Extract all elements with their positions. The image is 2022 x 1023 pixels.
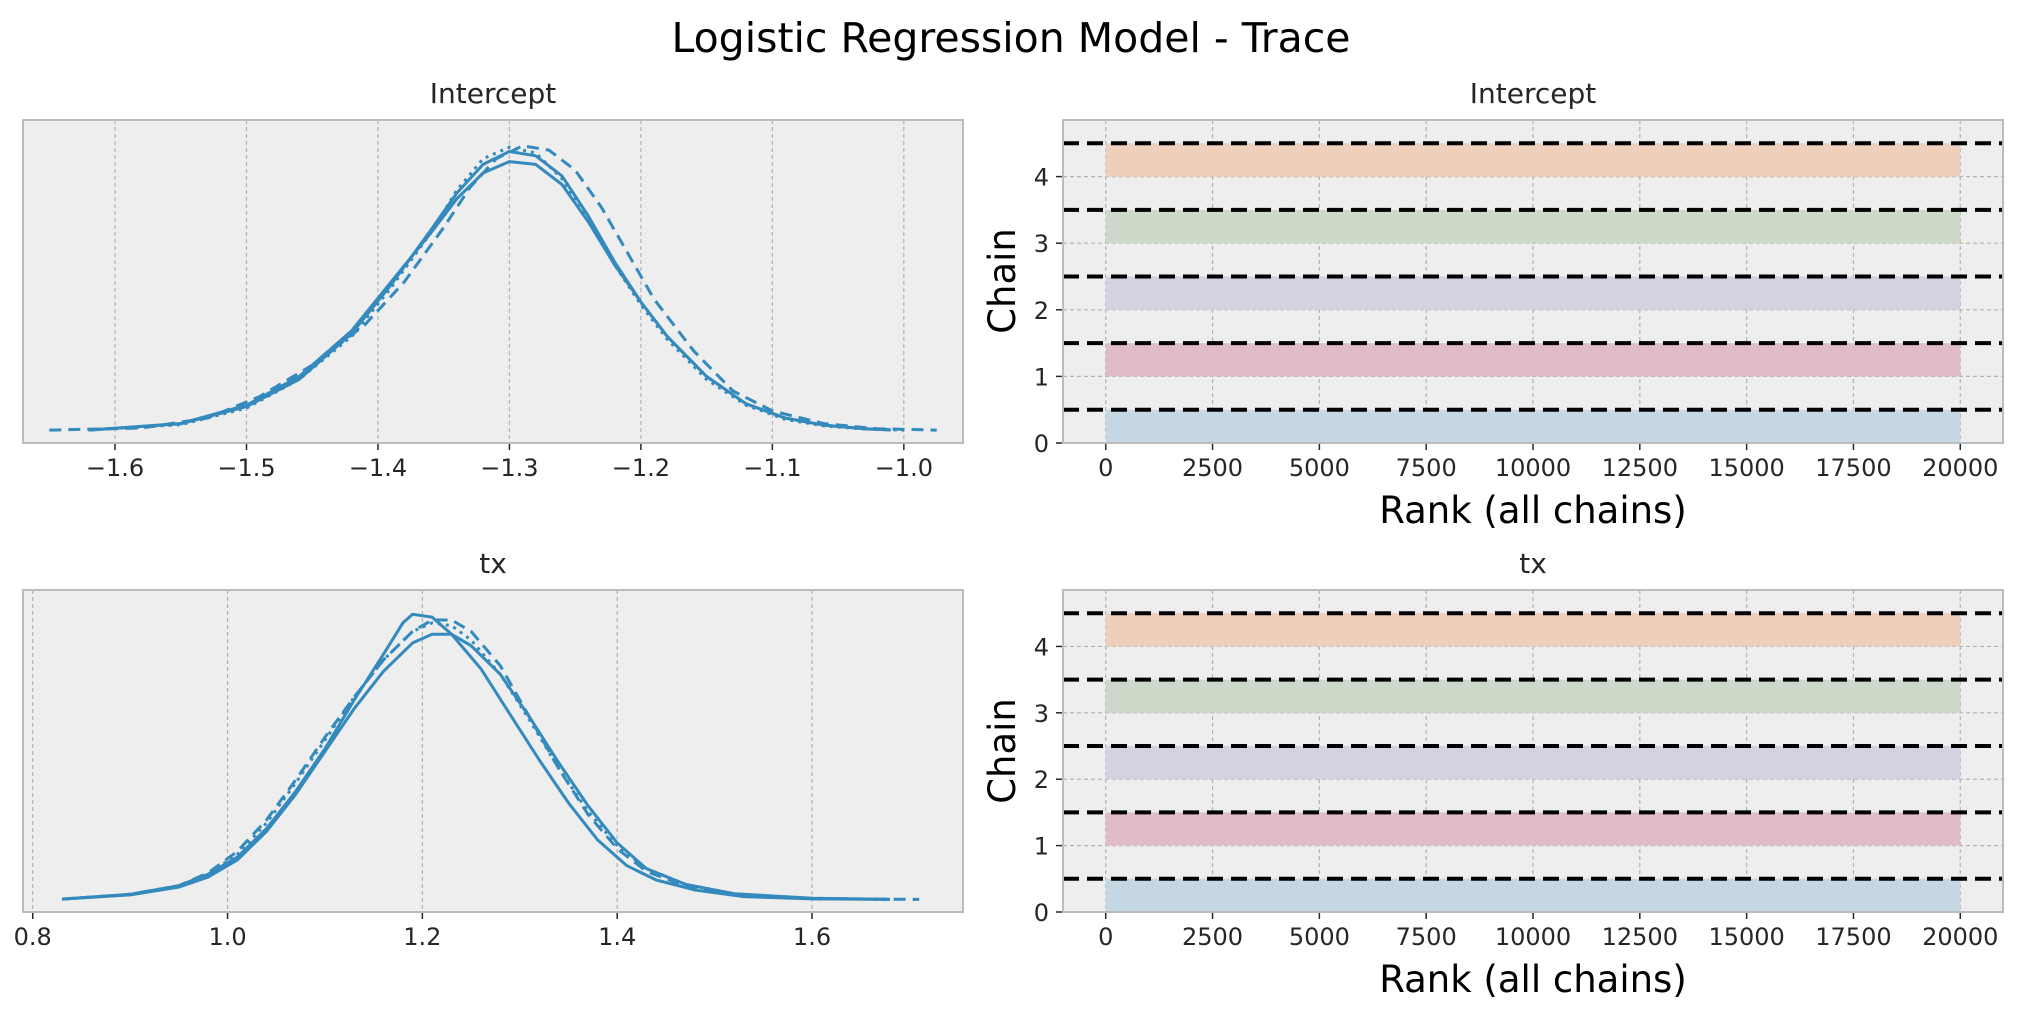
- y-tick-label: 3: [1034, 230, 1049, 258]
- x-tick-label: 1.2: [403, 923, 441, 951]
- x-tick-label: 17500: [1815, 454, 1891, 482]
- x-axis-label: Rank (all chains): [1379, 958, 1687, 1001]
- y-tick-label: 0: [1034, 430, 1049, 458]
- panel-rank-intercept: 0 2500 5000 7500 10000 12500 15000 17500 20000 0 1…: [981, 77, 2004, 532]
- x-tick-label: 10000: [1495, 923, 1571, 951]
- plot-area: [23, 120, 963, 443]
- panel-kde-intercept: −1.6 −1.5 −1.4 −1.3 −1.2 −1.1 −1.0 Intercept: [22, 77, 964, 482]
- x-tick-label: −1.2: [612, 454, 670, 482]
- y-axis-label: Chain: [981, 228, 1024, 334]
- kde-line-dotted-2: [61, 621, 890, 901]
- kde-line-solid-0: [61, 612, 890, 901]
- plot-frame: [1062, 589, 2004, 913]
- x-tick-label: −1.4: [349, 454, 407, 482]
- rank-bar-chain-3: [1105, 679, 1961, 713]
- rank-bar-chain-2: [1105, 276, 1961, 310]
- x-tick-label: 12500: [1602, 454, 1678, 482]
- x-tick-label: 12500: [1602, 923, 1678, 951]
- rank-bar-chain-4: [1105, 613, 1961, 647]
- x-tick-label: 5000: [1289, 923, 1350, 951]
- rank-bar-chain-2: [1105, 746, 1961, 780]
- panel-title: Intercept: [430, 77, 557, 110]
- rank-bar-chain-3: [1105, 209, 1961, 244]
- x-tick-label: 10000: [1495, 454, 1571, 482]
- x-tick-label: −1.0: [875, 454, 933, 482]
- x-tick-label: 1.6: [793, 923, 831, 951]
- figure-title: Logistic Regression Model - Trace: [671, 14, 1350, 62]
- x-tick-label: 1.4: [598, 923, 636, 951]
- panel-kde-tx: 0.8 1.0 1.2 1.4 1.6 tx: [14, 547, 964, 951]
- plot-frame: [1062, 119, 2004, 444]
- x-tick-label: −1.6: [86, 454, 144, 482]
- x-tick-label: 2500: [1182, 454, 1243, 482]
- rank-bar-chain-0: [1105, 409, 1961, 443]
- plot-area: [23, 590, 963, 912]
- plot-frame: [22, 589, 964, 913]
- x-tick-label: 20000: [1922, 923, 1998, 951]
- y-axis-label: Chain: [981, 698, 1024, 804]
- panel-title: tx: [1519, 547, 1547, 580]
- y-tick-label: 2: [1034, 766, 1049, 794]
- panel-title: tx: [479, 547, 507, 580]
- x-tick-label: 0: [1098, 454, 1113, 482]
- y-tick-label: 2: [1034, 297, 1049, 325]
- kde-line-solid-3: [88, 160, 891, 432]
- x-tick-label: 0.8: [14, 923, 52, 951]
- x-tick-label: 5000: [1289, 454, 1350, 482]
- rank-bar-chain-0: [1105, 878, 1961, 912]
- y-tick-label: 1: [1034, 363, 1049, 391]
- kde-line-dashed-1: [49, 144, 937, 432]
- kde-line-dashed-1: [61, 618, 920, 901]
- x-axis-label: Rank (all chains): [1379, 489, 1687, 532]
- y-tick-label: 1: [1034, 833, 1049, 861]
- x-tick-label: 15000: [1708, 454, 1784, 482]
- y-tick-label: 0: [1034, 899, 1049, 927]
- x-tick-label: −1.5: [217, 454, 275, 482]
- rank-bar-chain-1: [1105, 343, 1961, 377]
- x-tick-label: 2500: [1182, 923, 1243, 951]
- x-tick-label: −1.1: [743, 454, 801, 482]
- kde-line-solid-3: [61, 632, 890, 901]
- x-tick-label: 15000: [1708, 923, 1784, 951]
- x-tick-label: 20000: [1922, 454, 1998, 482]
- x-tick-label: 17500: [1815, 923, 1891, 951]
- x-tick-label: −1.3: [480, 454, 538, 482]
- rank-bar-chain-4: [1105, 143, 1961, 177]
- rank-bar-chain-1: [1105, 812, 1961, 846]
- y-tick-label: 4: [1034, 164, 1049, 192]
- x-tick-label: 0: [1098, 923, 1113, 951]
- x-tick-label: 7500: [1396, 454, 1457, 482]
- x-tick-label: 1.0: [208, 923, 246, 951]
- plot-frame: [22, 119, 964, 444]
- x-tick-label: 7500: [1396, 923, 1457, 951]
- y-tick-label: 3: [1034, 700, 1049, 728]
- panel-rank-tx: 0 2500 5000 7500 10000 12500 15000 17500 20000 0 1…: [981, 547, 2004, 1001]
- y-tick-label: 4: [1034, 633, 1049, 661]
- panel-title: Intercept: [1470, 77, 1597, 110]
